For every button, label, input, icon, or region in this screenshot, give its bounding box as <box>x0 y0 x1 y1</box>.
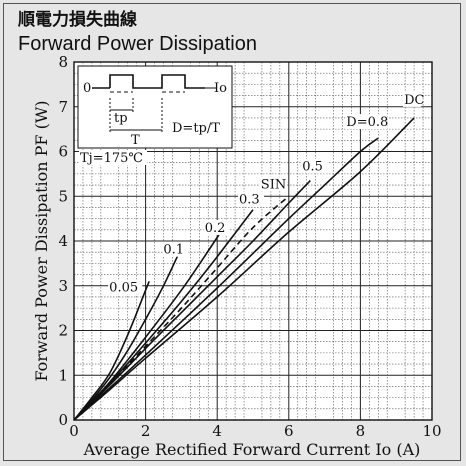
series-label: 0.2 <box>205 221 226 236</box>
duty-cycle-inset: 0 Io tpT D=tp/T <box>77 65 233 149</box>
x-tick-label: 8 <box>356 422 366 440</box>
condition-label-bg <box>79 150 147 165</box>
inset-t-label: T <box>131 133 140 148</box>
series-label-bg <box>162 241 189 257</box>
y-tick-label: 0 <box>58 411 68 429</box>
inset-io-label: Io <box>214 81 227 96</box>
series-label-bg <box>301 158 328 174</box>
series-label-bg <box>345 114 388 130</box>
inset-tp-label: tp <box>114 111 128 126</box>
series-line <box>73 137 379 421</box>
series-label: 0.05 <box>109 280 138 295</box>
series-label-bg <box>238 191 264 207</box>
y-tick-label: 1 <box>58 366 68 384</box>
series-label-bg <box>108 279 143 295</box>
series-label: 0.1 <box>163 243 184 258</box>
inset-pulse-waveform <box>109 74 205 89</box>
series-line <box>73 247 183 421</box>
series-label: 0.5 <box>302 160 323 175</box>
inset-duty-label: D=tp/T <box>172 121 220 136</box>
series-line <box>73 117 415 421</box>
x-tick-label: 6 <box>284 422 294 440</box>
x-tick-label: 2 <box>141 422 151 440</box>
y-tick-label: 4 <box>58 232 68 250</box>
y-tick-label: 7 <box>58 98 68 116</box>
y-tick-label: 8 <box>58 53 68 71</box>
y-tick-label: 5 <box>58 187 68 205</box>
y-tick-label: 6 <box>58 143 68 161</box>
plot-border <box>73 61 433 421</box>
series-label: D=0.8 <box>346 115 388 130</box>
y-tick-label: 3 <box>58 277 68 295</box>
y-axis-label: Forward Power Dissipation PF (W) <box>32 100 51 381</box>
x-tick-label: 0 <box>69 422 79 440</box>
chart-title-english: Forward Power Dissipation <box>18 33 257 55</box>
junction-temp-label: Tj=175℃ <box>80 151 143 166</box>
series-label: 0.3 <box>239 193 260 208</box>
series-label: SIN <box>261 177 286 192</box>
series-label-bg <box>259 176 286 192</box>
series-line <box>73 180 311 421</box>
series-label-bg <box>203 220 230 236</box>
inset-zero-label: 0 <box>83 81 91 96</box>
y-tick-label: 2 <box>58 322 68 340</box>
series-line <box>73 281 150 421</box>
series-label-bg <box>403 91 422 107</box>
series-line <box>73 209 254 421</box>
x-tick-label: 4 <box>212 422 222 440</box>
x-tick-label: 10 <box>422 422 441 440</box>
chart-title-japanese: 順電力損失曲線 <box>18 10 137 30</box>
series-label: DC <box>404 93 424 108</box>
inset-box <box>77 65 233 149</box>
x-axis-label: Average Rectified Forward Current Io (A) <box>83 440 421 459</box>
